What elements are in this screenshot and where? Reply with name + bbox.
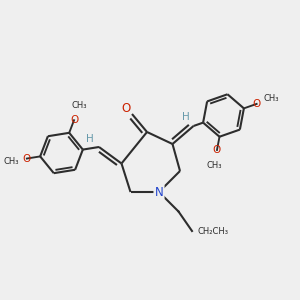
Text: H: H — [182, 112, 190, 122]
Text: N: N — [154, 185, 164, 199]
Text: CH₂CH₃: CH₂CH₃ — [198, 226, 229, 236]
Text: O: O — [70, 115, 78, 125]
Text: O: O — [253, 99, 261, 109]
Text: O: O — [23, 154, 31, 164]
Text: O: O — [122, 102, 130, 115]
Text: CH₃: CH₃ — [206, 161, 222, 170]
Text: H: H — [86, 134, 94, 145]
Text: O: O — [213, 145, 221, 155]
Text: CH₃: CH₃ — [4, 157, 19, 166]
Text: CH₃: CH₃ — [264, 94, 279, 103]
Text: CH₃: CH₃ — [72, 101, 87, 110]
